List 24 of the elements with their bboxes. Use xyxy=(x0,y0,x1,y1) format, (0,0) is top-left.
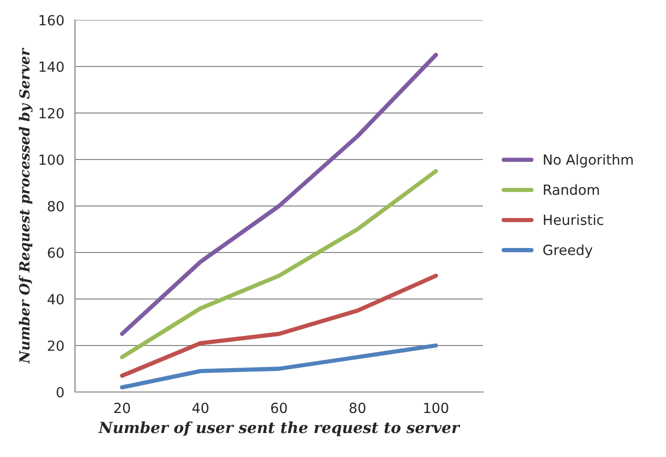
y-tick-label: 80 xyxy=(48,200,64,212)
x-tick-label: 20 xyxy=(114,402,130,414)
y-tick-label: 20 xyxy=(48,340,64,351)
legend-label: Random xyxy=(544,184,599,195)
legend-label: No Algorithm xyxy=(544,154,633,168)
y-tick-label: 0 xyxy=(56,386,64,398)
y-tick-label: 160 xyxy=(40,14,64,26)
line-series xyxy=(120,52,438,336)
line-series xyxy=(120,169,438,360)
y-tick-label: 60 xyxy=(48,247,64,258)
x-tick-label: 80 xyxy=(350,402,366,414)
line-series xyxy=(120,274,438,378)
x-tick-label: 40 xyxy=(192,402,208,414)
y-tick-label: 140 xyxy=(40,61,64,72)
y-tick-label: 100 xyxy=(40,154,64,165)
x-axis-title: Number of user sent the request to server xyxy=(98,421,460,436)
line-series xyxy=(120,343,438,390)
y-tick-label: 120 xyxy=(40,108,64,118)
y-tick-label: 40 xyxy=(48,294,64,304)
x-tick-label: 100 xyxy=(424,402,448,414)
y-axis-title: Number Of Request processed by Server xyxy=(18,48,33,364)
legend-label: Greedy xyxy=(543,244,592,258)
x-tick-label: 60 xyxy=(271,402,287,414)
legend-label: Heuristic xyxy=(544,214,604,226)
